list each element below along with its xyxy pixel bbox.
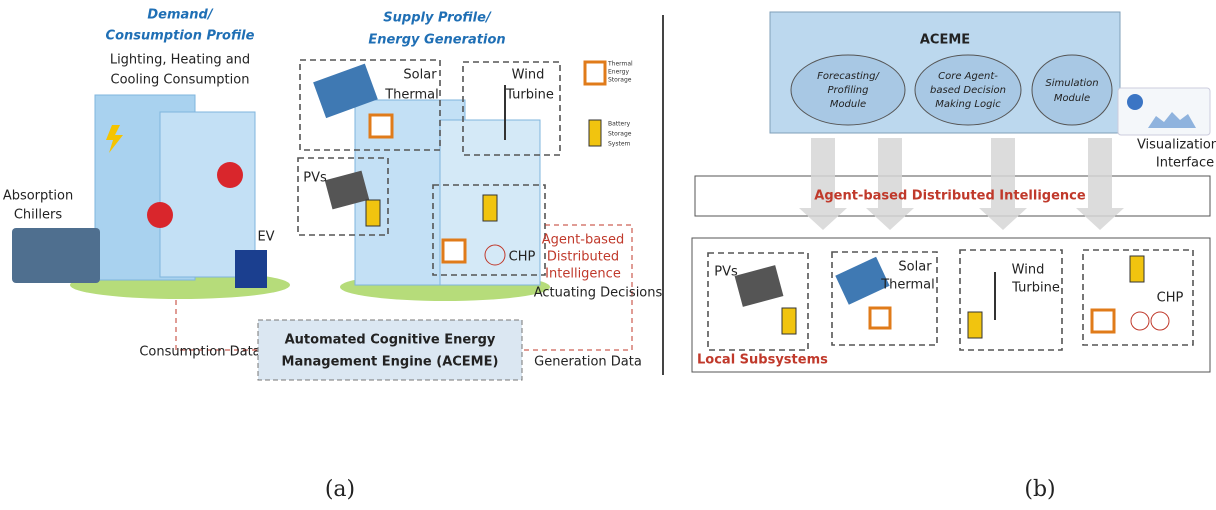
solar-label: Thermal (384, 88, 439, 103)
arrow (799, 138, 847, 230)
solar-label: Solar (898, 260, 932, 275)
storage-icon (368, 113, 394, 139)
cooling-icon (147, 202, 173, 228)
chp-icon (1130, 311, 1150, 331)
solar-box (299, 59, 441, 151)
module (1031, 54, 1113, 126)
storage-icon (441, 238, 467, 264)
solar-label: Solar (403, 68, 437, 83)
battery-icon (1129, 255, 1145, 283)
agent-band-label: Agent-based Distributed Intelligence (814, 189, 1086, 204)
chiller-image (12, 228, 100, 283)
battery-icon (967, 311, 983, 339)
pvs-label: PVs (303, 171, 327, 186)
legend-text: Energy (608, 69, 629, 76)
heating-icon (217, 162, 243, 188)
module-label: Module (830, 99, 866, 110)
caption: (a) (325, 477, 355, 502)
module-label: Profiling (828, 85, 869, 96)
wind-label: Turbine (1011, 281, 1060, 296)
visualization-label: Visualization (1137, 138, 1216, 153)
lightning-icon (106, 125, 123, 153)
engine-box (257, 319, 523, 381)
solar-label: Thermal (880, 278, 935, 293)
storage-icon (868, 306, 892, 330)
agent-label: Agent-based (542, 233, 624, 248)
ev-icon (235, 250, 267, 288)
pvs-box (297, 157, 389, 236)
pv-panel (324, 170, 370, 210)
module-label: Module (1054, 93, 1090, 104)
agent-band (694, 175, 1211, 217)
arrow (866, 138, 914, 230)
thumbnail-area (1148, 112, 1196, 128)
panel-b: ACEME Forecasting/ Profiling Module Core… (691, 11, 1216, 502)
legend-storage-icon (583, 60, 607, 86)
chillers-label: Absorption (3, 189, 73, 204)
engine-label: Automated Cognitive Energy (285, 333, 496, 348)
wind-box (462, 61, 561, 156)
module (914, 54, 1022, 126)
demand-title: Demand/ (147, 8, 213, 23)
module-label: Forecasting/ (817, 71, 880, 82)
thumbnail-pie (1127, 94, 1143, 110)
wind-box (959, 249, 1063, 351)
legend-text: Storage (608, 77, 632, 84)
engine-label: Management Engine (ACEME) (282, 355, 499, 370)
pvs-box (707, 252, 809, 351)
actuating-label: Actuating Decisions (534, 286, 663, 301)
local-label: Local Subsystems (697, 353, 828, 368)
arrow (1076, 138, 1124, 230)
chillers-label: Chillers (14, 208, 62, 223)
demand-title: Consumption Profile (106, 29, 255, 44)
pv-panel (734, 265, 784, 307)
module (790, 54, 906, 126)
building (159, 111, 256, 278)
legend-battery-icon (588, 119, 602, 147)
chp-box (1082, 249, 1194, 346)
module-label: Simulation (1045, 78, 1098, 89)
wind-label: Turbine (505, 88, 554, 103)
caption: (b) (1024, 477, 1055, 502)
battery-icon (781, 307, 797, 335)
arrows (799, 138, 1124, 230)
arrow (979, 138, 1027, 230)
panel-a: Demand/ Consumption Profile Lighting, He… (3, 8, 663, 503)
ev-label: EV (257, 230, 274, 245)
visualization-label: Interface (1156, 156, 1214, 171)
agent-label: Intelligence (545, 267, 621, 282)
legend-text: System (608, 141, 631, 148)
legend-text: Battery (608, 121, 631, 128)
wind-label: Wind (512, 68, 545, 83)
legend-text: Thermal (607, 61, 633, 68)
chp-label: CHP (509, 250, 536, 265)
storage-icon (1090, 308, 1116, 334)
chp-box (432, 184, 546, 276)
consumption-data-label: Consumption Data (139, 345, 260, 360)
solar-panel (835, 256, 890, 305)
connector (175, 300, 258, 351)
battery-icon (365, 199, 381, 227)
chp-label: CHP (1157, 291, 1184, 306)
consumption-label: Lighting, Heating and (110, 53, 250, 68)
local-box (691, 237, 1211, 373)
supply-title: Supply Profile/ (383, 11, 492, 26)
battery-icon (482, 194, 498, 222)
solar-box (831, 251, 938, 346)
wind-label: Wind (1012, 263, 1045, 278)
legend-text: Storage (608, 131, 632, 138)
pvs-label: PVs (714, 265, 738, 280)
module-label: Core Agent- (938, 71, 998, 82)
aceme-title: ACEME (920, 33, 970, 48)
consumption-label: Cooling Consumption (111, 73, 250, 88)
generation-data-label: Generation Data (534, 355, 642, 370)
chp-icon (484, 244, 506, 266)
supply-title: Energy Generation (368, 33, 505, 48)
solar-panel (313, 63, 378, 119)
module-label: Making Logic (935, 99, 1001, 110)
module-label: based Decision (930, 85, 1006, 96)
agent-label: Distributed (547, 250, 619, 265)
chp-icon (1150, 311, 1170, 331)
